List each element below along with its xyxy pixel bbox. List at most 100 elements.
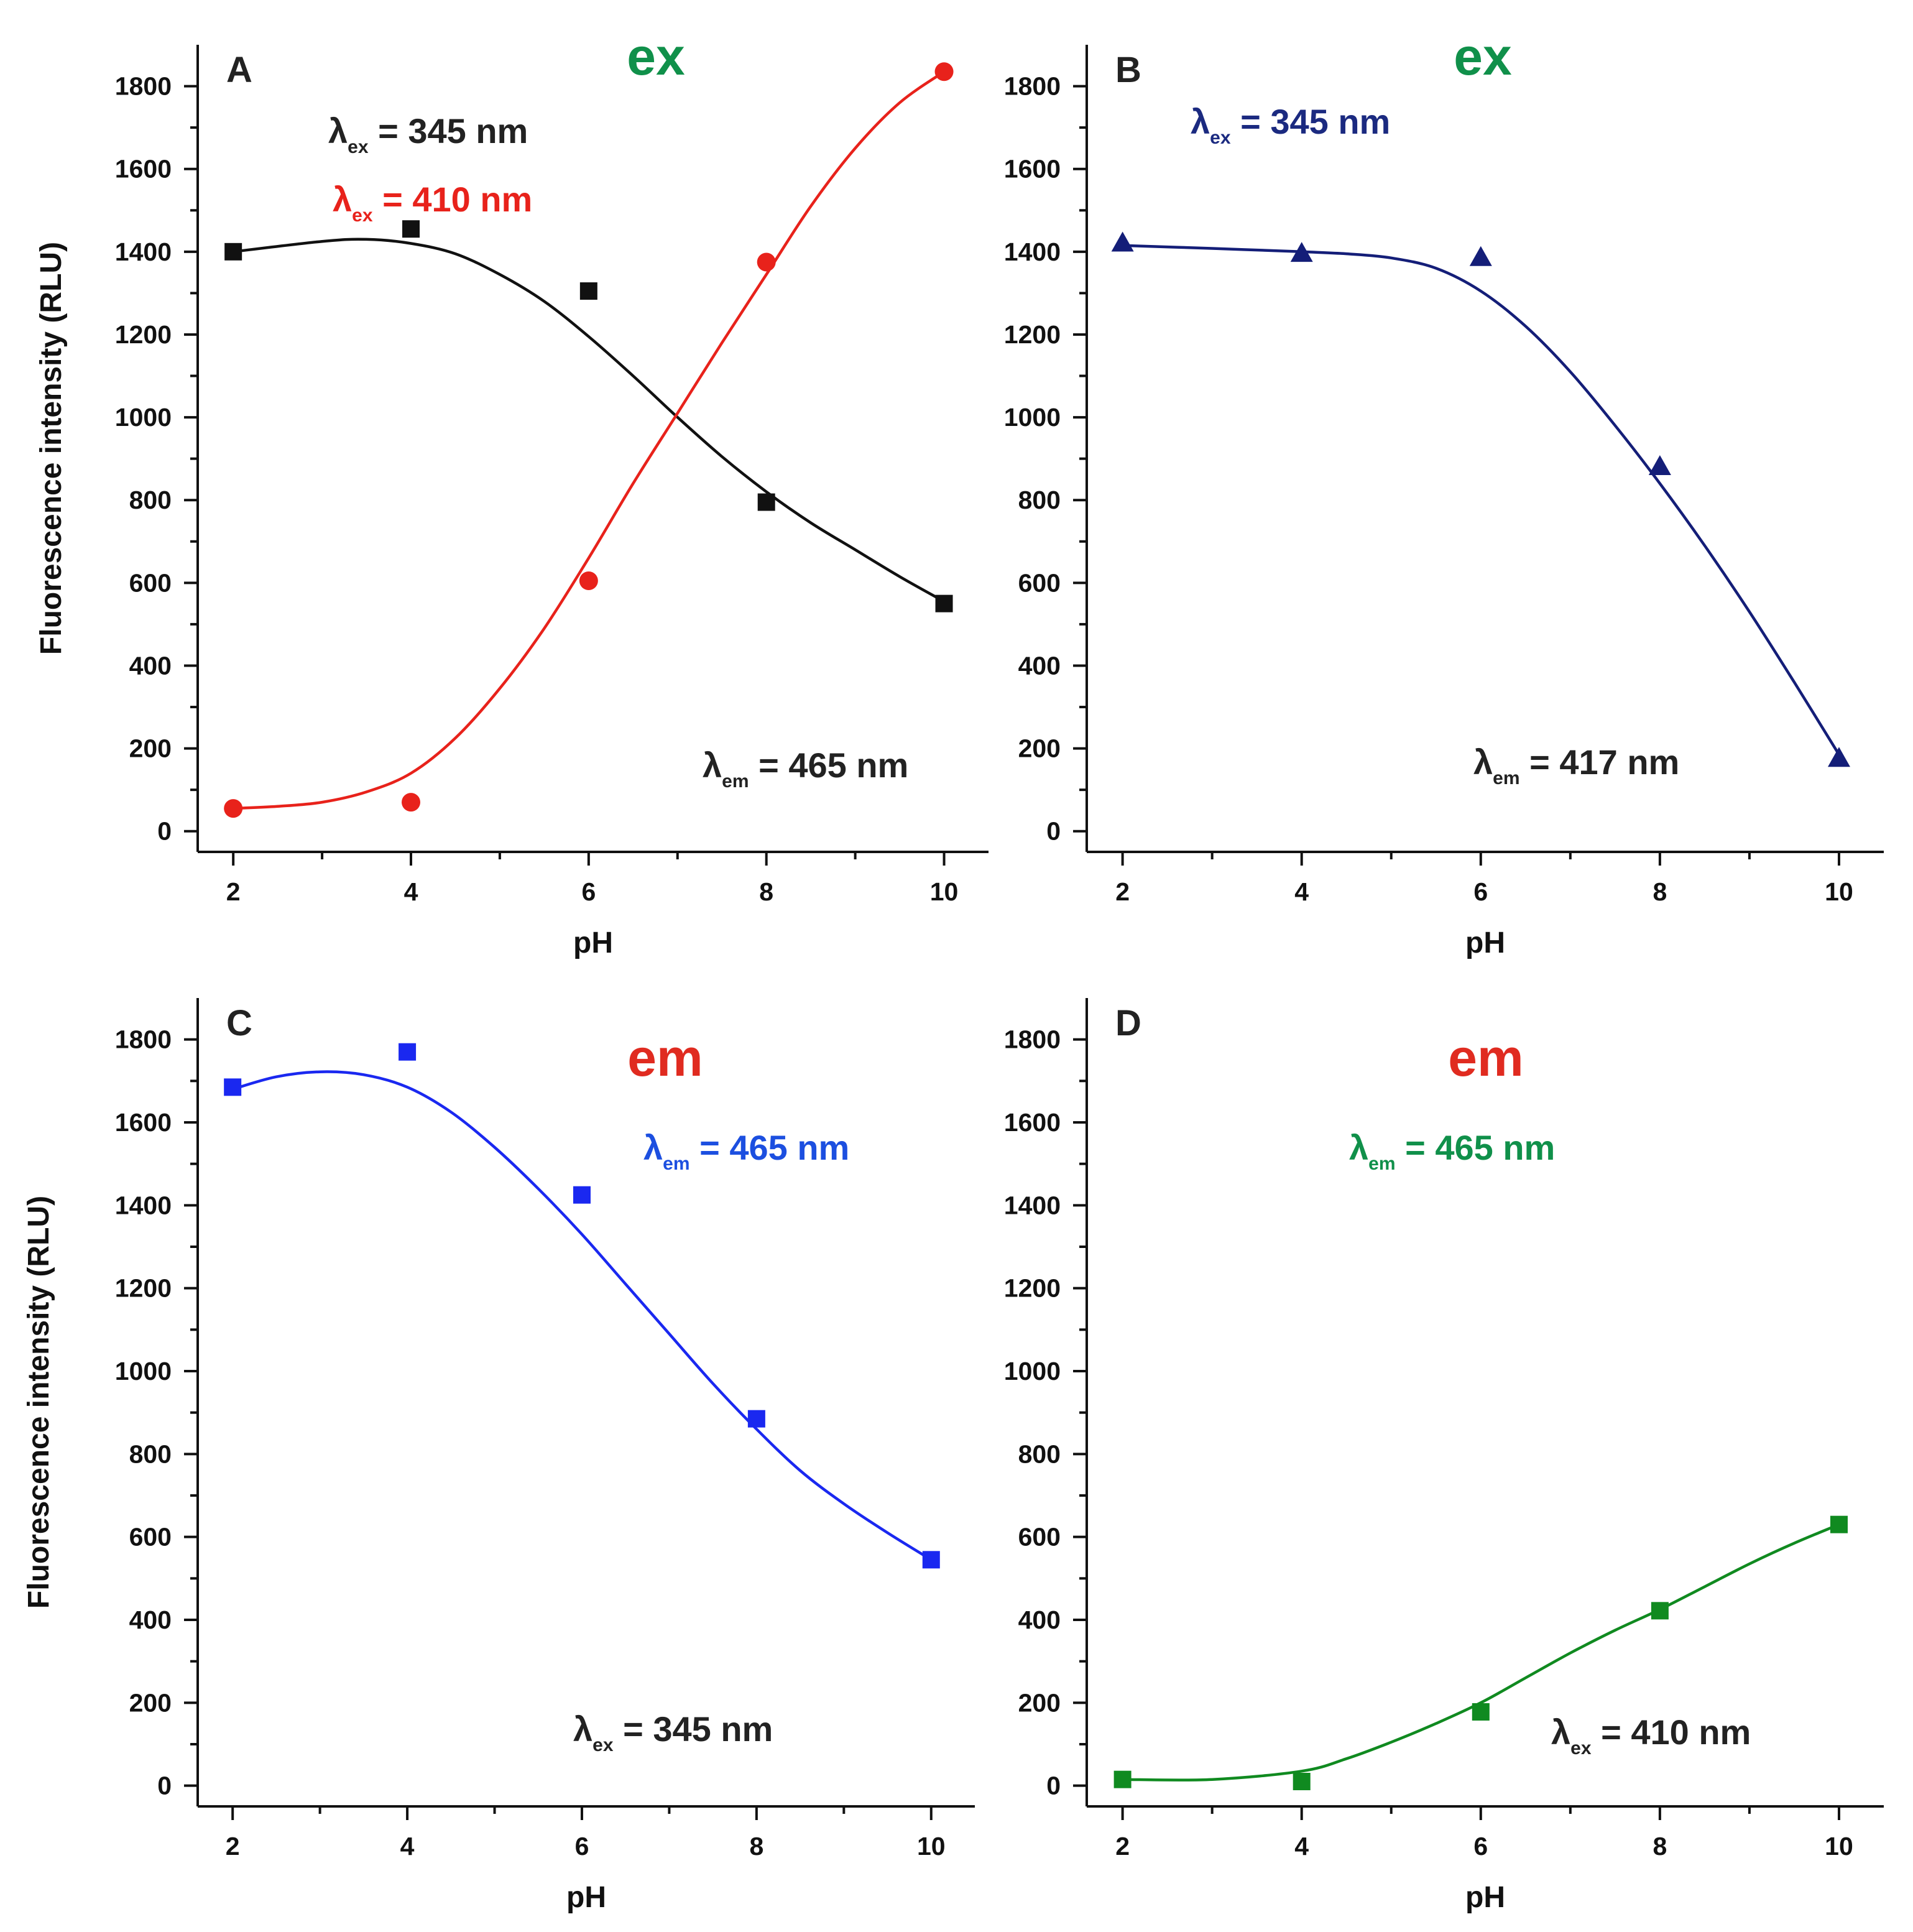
x-axis-title: pH	[573, 927, 613, 959]
panel-letter: D	[1115, 1003, 1141, 1043]
mode-label: ex	[627, 27, 685, 86]
y-tick-label: 1200	[115, 320, 172, 349]
x-tick-label: 10	[917, 1832, 946, 1860]
annotation-value: = 345 nm	[369, 111, 528, 150]
annotation-value: = 410 nm	[1592, 1712, 1751, 1752]
data-point	[1830, 1515, 1848, 1533]
fit-curve	[233, 70, 945, 810]
y-tick-label: 400	[1018, 1606, 1061, 1634]
data-point	[934, 62, 954, 81]
data-point	[573, 1186, 591, 1204]
annotation-subscript: em	[1493, 768, 1519, 788]
y-tick-label: 0	[1046, 817, 1061, 846]
y-tick-label: 1800	[1004, 1025, 1061, 1054]
wavelength-annotation: λex = 345 nm	[573, 1709, 773, 1755]
x-tick-label: 2	[226, 1832, 240, 1860]
y-tick-label: 1800	[115, 1025, 172, 1054]
fit-curve	[232, 1070, 932, 1561]
x-tick-label: 4	[1294, 877, 1309, 906]
x-tick-label: 4	[1294, 1832, 1309, 1860]
y-tick-label: 800	[1018, 486, 1061, 514]
y-tick-label: 1000	[115, 403, 172, 432]
annotation-lambda: λ	[643, 1128, 663, 1167]
x-tick-label: 10	[930, 877, 959, 906]
y-tick-label: 800	[129, 486, 172, 514]
annotation-value: = 345 nm	[1231, 102, 1391, 141]
y-tick-label: 200	[129, 734, 172, 763]
data-point	[922, 1551, 940, 1569]
data-point	[1469, 246, 1492, 266]
annotation-lambda: λ	[1349, 1128, 1368, 1167]
x-tick-label: 6	[1473, 1832, 1488, 1860]
x-tick-label: 10	[1825, 1832, 1853, 1860]
data-point	[1472, 1703, 1490, 1721]
y-tick-label: 200	[1018, 1688, 1061, 1717]
fit-curve	[233, 238, 945, 603]
panel-letter: C	[226, 1003, 252, 1043]
x-axis-title: pH	[1465, 927, 1505, 959]
annotation-value: = 410 nm	[373, 180, 533, 219]
y-tick-label: 600	[129, 568, 172, 597]
y-tick-label: 1600	[115, 1108, 172, 1137]
y-tick-label: 1400	[115, 238, 172, 266]
x-tick-label: 10	[1825, 877, 1853, 906]
y-tick-label: 1000	[1004, 403, 1061, 432]
data-point	[399, 1043, 417, 1061]
panel-letter: A	[226, 50, 252, 90]
panel-letter: B	[1115, 50, 1141, 90]
x-tick-label: 6	[1473, 877, 1488, 906]
annotation-lambda: λ	[1473, 742, 1493, 782]
x-tick-label: 8	[759, 877, 773, 906]
fit-curve	[1122, 244, 1840, 756]
y-tick-label: 1800	[1004, 72, 1061, 101]
y-axis-title: Fluorescence intensity (RLU)	[35, 242, 68, 655]
y-tick-label: 0	[1046, 1772, 1061, 1800]
y-tick-label: 1200	[115, 1274, 172, 1303]
fit-curve	[1122, 1523, 1840, 1782]
wavelength-annotation: λex = 410 nm	[1551, 1712, 1751, 1759]
data-point	[1290, 242, 1313, 262]
x-tick-label: 2	[1115, 1832, 1130, 1860]
annotation-lambda: λ	[1191, 102, 1210, 141]
x-tick-label: 2	[226, 877, 241, 906]
data-point	[935, 594, 953, 612]
annotation-lambda: λ	[703, 746, 722, 785]
annotation-subscript: ex	[1570, 1738, 1592, 1759]
x-tick-label: 6	[575, 1832, 589, 1860]
annotation-subscript: ex	[348, 137, 369, 157]
wavelength-annotation: λem = 465 nm	[703, 746, 908, 792]
annotation-value: = 345 nm	[614, 1709, 773, 1749]
panel-d: 2 4 6 8 10 0 200 400 600 800 1000 1200 1400 1600 1800 p…	[1004, 998, 1884, 1914]
y-tick-label: 1600	[1004, 1108, 1061, 1137]
wavelength-annotation: λem = 417 nm	[1473, 742, 1679, 788]
y-tick-label: 200	[129, 1688, 172, 1717]
wavelength-annotation: λex = 345 nm	[328, 111, 528, 157]
y-tick-label: 1600	[1004, 155, 1061, 183]
x-axis-title: pH	[566, 1881, 606, 1914]
y-tick-label: 1400	[1004, 238, 1061, 266]
annotation-subscript: ex	[352, 205, 373, 226]
annotation-subscript: ex	[592, 1735, 614, 1755]
data-point	[1648, 455, 1671, 475]
data-point	[224, 799, 243, 818]
annotation-lambda: λ	[1551, 1712, 1570, 1752]
data-point	[579, 571, 598, 591]
x-tick-label: 6	[581, 877, 596, 906]
y-tick-label: 1000	[115, 1357, 172, 1385]
y-tick-label: 400	[129, 1606, 172, 1634]
y-tick-label: 1400	[1004, 1191, 1061, 1219]
x-tick-label: 4	[404, 877, 418, 906]
annotation-subscript: ex	[1210, 127, 1231, 148]
annotation-subscript: em	[663, 1153, 689, 1174]
data-point	[224, 243, 242, 261]
annotation-value: = 417 nm	[1520, 742, 1680, 782]
y-tick-label: 0	[157, 1772, 172, 1800]
y-tick-label: 400	[129, 651, 172, 680]
annotation-value: = 465 nm	[690, 1128, 850, 1167]
y-tick-label: 800	[129, 1440, 172, 1468]
mode-label: em	[627, 1028, 703, 1087]
y-tick-label: 1400	[115, 1191, 172, 1219]
y-tick-label: 200	[1018, 734, 1061, 763]
panel-b: 2 4 6 8 10 0 200 400 600 800 1000 1200 1400 1600 1800 p…	[1004, 27, 1884, 959]
